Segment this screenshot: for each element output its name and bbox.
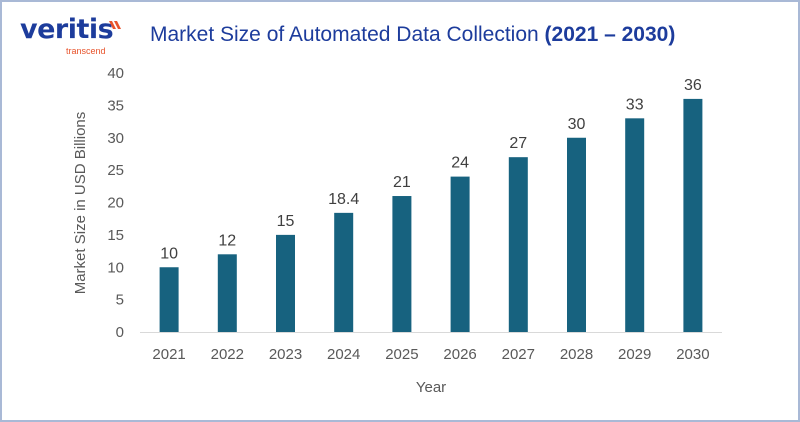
data-label: 27 [509, 135, 527, 152]
logo-word: veritis [20, 14, 114, 45]
data-label: 33 [626, 96, 644, 113]
data-label: 36 [684, 77, 702, 94]
data-label: 24 [451, 155, 469, 172]
bar-2027 [508, 157, 528, 332]
x-tick-label: 2026 [443, 346, 476, 363]
y-tick-label: 40 [107, 65, 124, 82]
x-axis-title: Year [416, 379, 446, 396]
y-axis-title: Market Size in USD Billions [72, 112, 89, 295]
data-label: 12 [218, 232, 236, 249]
y-tick-label: 20 [107, 195, 124, 212]
bar-2029 [625, 118, 645, 332]
bar-2024 [334, 212, 354, 332]
y-tick-label: 5 [116, 292, 124, 309]
y-tick-label: 35 [107, 97, 124, 114]
veritis-logo: veritis transcend [20, 14, 121, 56]
bar-2025 [392, 196, 412, 332]
bar-2026 [450, 176, 470, 332]
y-tick-label: 10 [107, 259, 124, 276]
y-tick-label: 15 [107, 227, 124, 244]
x-tick-label: 2027 [502, 346, 535, 363]
x-tick-label: 2024 [327, 346, 360, 363]
chart-title-years: (2021 – 2030) [544, 23, 676, 46]
bar-2028 [567, 137, 586, 332]
x-tick-label: 2029 [618, 346, 651, 363]
data-label: 10 [160, 245, 178, 262]
x-tick-label: 2021 [152, 346, 185, 363]
data-label: 30 [568, 116, 586, 133]
chart-title-text: Market Size of Automated Data Collection [150, 23, 539, 46]
bar-2030 [683, 98, 703, 333]
chart-title: Market Size of Automated Data Collection… [150, 23, 675, 47]
bar-2023 [276, 234, 295, 332]
data-label: 15 [277, 213, 295, 230]
y-tick-label: 30 [107, 130, 124, 147]
bar-2022 [217, 254, 237, 332]
logo-sub: transcend [66, 46, 106, 56]
y-tick-label: 0 [116, 324, 124, 341]
bar-2021 [159, 267, 179, 332]
x-tick-label: 2025 [385, 346, 418, 363]
data-label: 18.4 [328, 191, 359, 208]
logo-mark-icon [109, 21, 121, 29]
data-label: 21 [393, 174, 411, 191]
x-tick-label: 2030 [676, 346, 709, 363]
x-tick-label: 2023 [269, 346, 302, 363]
x-tick-label: 2028 [560, 346, 593, 363]
y-tick-label: 25 [107, 162, 124, 179]
x-tick-label: 2022 [211, 346, 244, 363]
